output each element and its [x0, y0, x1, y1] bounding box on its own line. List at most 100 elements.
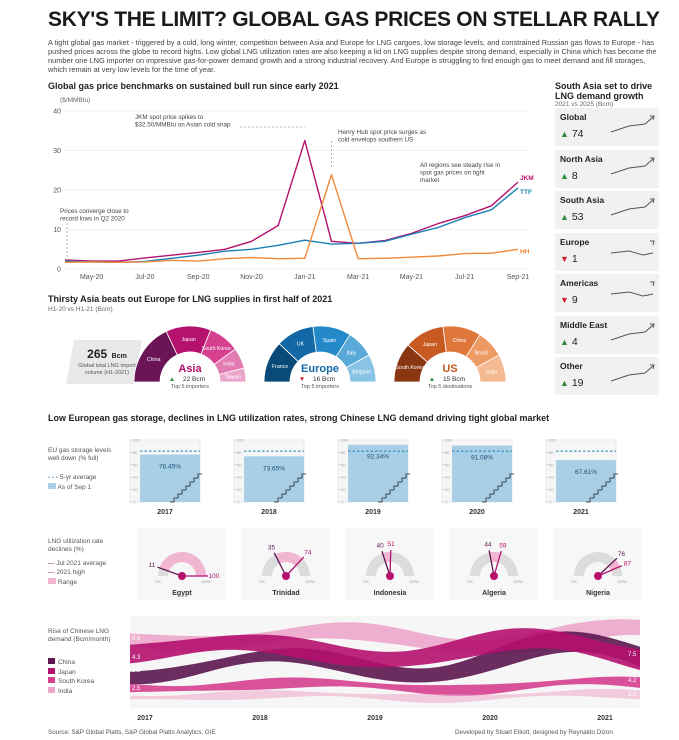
total-value: 265 — [87, 347, 108, 361]
down-triangle-icon: ▼ — [560, 295, 569, 305]
gauge-hub — [282, 572, 290, 580]
annotation-text: cold envelops southern US — [338, 137, 413, 144]
total-label: Global total LNG import volume (H1-2021) — [78, 363, 136, 376]
gauge-card — [242, 528, 330, 600]
range-max-label: 100% — [305, 580, 315, 584]
slice-label: France — [272, 364, 288, 370]
storage-legend-avg: - - - 5-yr average — [48, 474, 97, 481]
storage-bar — [556, 460, 616, 502]
series-label: HH — [520, 248, 530, 255]
fill-progress-steps — [586, 473, 618, 503]
slice-label: Brazil — [475, 351, 488, 357]
annotation-text: Henry Hub spot price surges as — [338, 129, 426, 136]
region-card: Middle East ▲ 4 — [555, 315, 659, 354]
region-card: Americas ▼ 9 — [555, 274, 659, 312]
x-tick-label: Jul-20 — [135, 274, 154, 281]
gauge-track — [366, 552, 414, 576]
gauge-hub — [490, 572, 498, 580]
fill-progress-steps — [378, 473, 410, 503]
gauge-hub — [594, 572, 602, 580]
series-end-label: 7.5 — [628, 652, 637, 658]
region-name: Middle East — [560, 319, 608, 330]
country-label: Algeria — [482, 590, 506, 597]
jul-avg-needle — [157, 566, 183, 577]
slice-label: China — [453, 338, 467, 344]
slice-label: Belgium — [352, 369, 371, 375]
y-tick-label: 60 — [446, 463, 450, 467]
annotation-text: JKM spot price spikes to — [135, 114, 204, 121]
y-tick-label: 100 — [238, 439, 244, 443]
y-tick-label: 20 — [238, 488, 242, 492]
region-value: ▲ 8 — [560, 169, 578, 182]
x-tick-label: 2017 — [137, 715, 153, 722]
credit-note: Developed by Stuart Elliott, designed by… — [455, 729, 613, 736]
high-needle — [493, 550, 502, 577]
slice-label: Taiwan — [225, 375, 241, 381]
storage-bar — [140, 454, 200, 502]
arrow-head-icon — [650, 240, 655, 245]
demand-band-south-korea — [130, 676, 640, 696]
demand-legend-item: India — [48, 686, 94, 695]
storage-value-label: 92.34% — [367, 454, 389, 461]
storage-value-label: 73.65% — [263, 465, 285, 472]
trend-line — [610, 116, 654, 133]
gauge-value-label: 40 — [376, 543, 384, 550]
high-needle — [389, 549, 392, 577]
arrow-head-icon — [650, 115, 655, 121]
group-change: 22 Bcm — [183, 376, 205, 383]
region-card: Global ▲ 74 — [555, 108, 659, 146]
region-trend — [610, 323, 655, 340]
region-card: Other ▲ 19 — [555, 357, 659, 395]
util-legend-title: LNG utilization rate declines (%) — [48, 538, 104, 553]
y-tick-label: 60 — [238, 463, 242, 467]
group-caption: Top 5 importers — [171, 384, 209, 390]
x-tick-label: 2020 — [482, 715, 498, 722]
arrow-head-icon — [650, 364, 655, 370]
region-trend — [610, 281, 655, 297]
gauge-range — [382, 552, 391, 563]
demand-legend-title: Rise of Chinese LNG demand (Bcm/month) — [48, 628, 111, 643]
up-triangle-icon: ▲ — [429, 376, 435, 383]
demand-legend: China Japan South Korea India — [48, 658, 94, 696]
y-tick-label: 100 — [342, 439, 348, 443]
pie-slice — [345, 354, 377, 383]
x-tick-label: Sep-21 — [507, 274, 530, 281]
y-tick-label: 40 — [238, 476, 242, 480]
fill-progress-steps — [274, 473, 306, 503]
slice-label: India — [223, 362, 234, 368]
x-tick-label: 2019 — [367, 715, 383, 722]
range-max-label: 100% — [513, 580, 523, 584]
group-caption: Top 5 importers — [301, 384, 339, 390]
trend-line — [610, 199, 654, 216]
region-value: ▲ 19 — [560, 377, 584, 389]
trend-line — [610, 324, 654, 340]
price-chart-ylabel: ($/MMBtu) — [60, 97, 91, 104]
region-value: ▲ 53 — [560, 211, 584, 223]
storage-bar — [348, 444, 408, 502]
fill-progress-steps — [170, 473, 202, 503]
util-legend-high: — 2021 high — [48, 569, 85, 576]
group-name: Asia — [178, 363, 202, 375]
high-needle — [597, 565, 623, 577]
series-label: JKM — [520, 175, 534, 182]
group-change: 16 Bcm — [313, 376, 335, 383]
y-tick-label: 20 — [446, 488, 450, 492]
gauge-range — [275, 552, 303, 566]
range-min-label: 0% — [155, 580, 161, 584]
arrow-head-icon — [650, 157, 655, 162]
country-label: Egypt — [172, 590, 192, 597]
jul-avg-needle — [381, 551, 391, 577]
range-min-label: 0% — [571, 580, 577, 584]
slice-label: Japan — [423, 342, 437, 348]
range-min-label: 0% — [259, 580, 265, 584]
range-min-label: 0% — [363, 580, 369, 584]
x-tick-label: May-20 — [80, 274, 103, 281]
imports-subtitle: H1-20 vs H1-21 (Bcm) — [48, 306, 113, 313]
slice-label: Italy — [347, 351, 357, 357]
up-triangle-icon: ▲ — [560, 212, 569, 222]
price-chart-title: Global gas price benchmarks on sustained… — [48, 81, 339, 91]
slice-label: Japan — [182, 337, 196, 343]
arrow-head-icon — [650, 323, 655, 328]
gauge-card — [554, 528, 642, 600]
pie-slice — [218, 367, 247, 383]
